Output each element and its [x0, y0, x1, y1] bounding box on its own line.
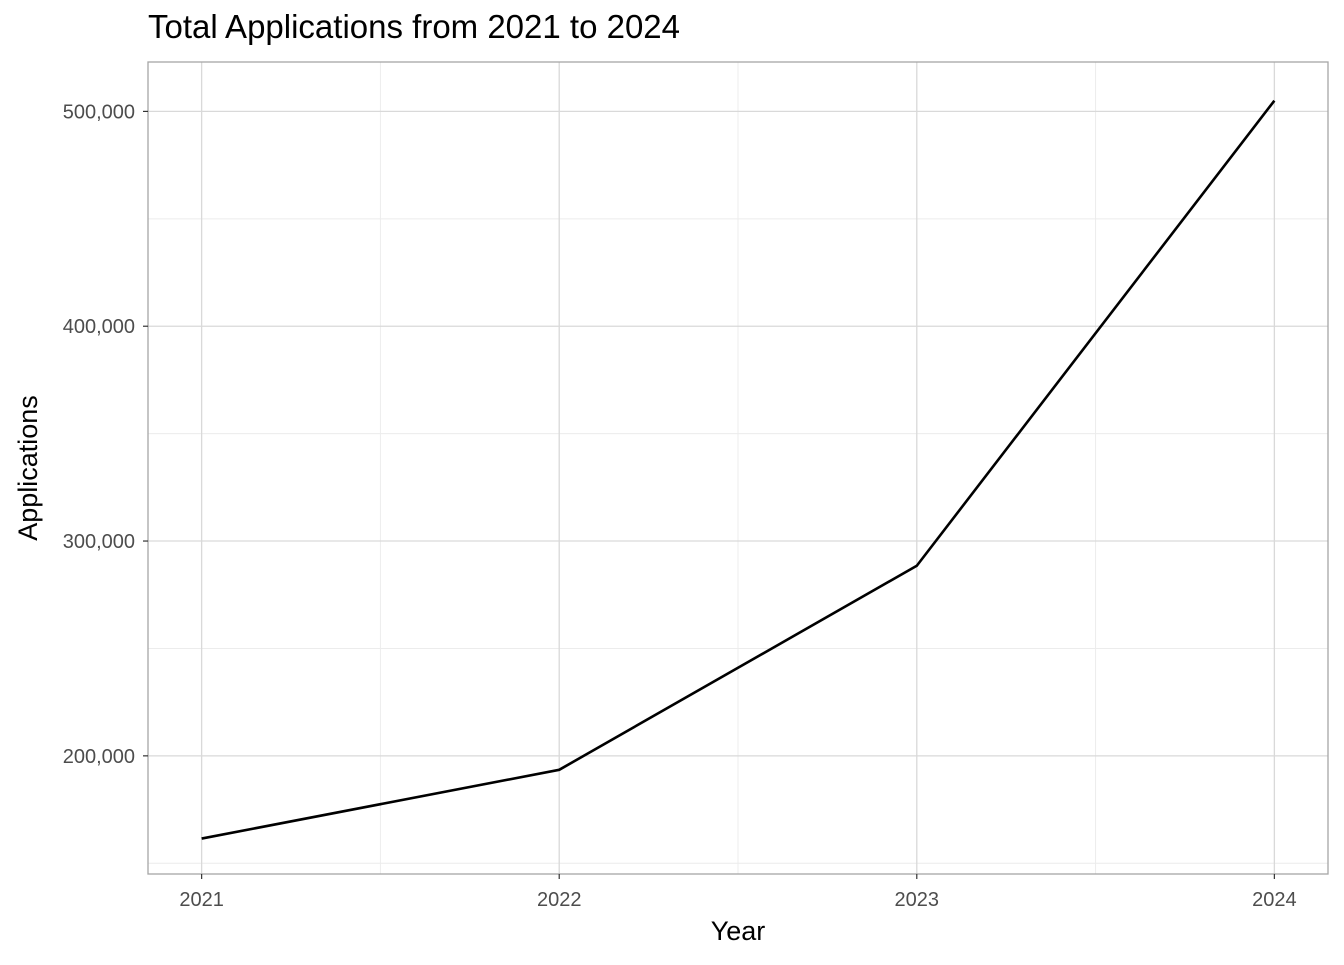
x-tick-label: 2024: [1252, 889, 1297, 911]
x-tick-label: 2021: [179, 889, 224, 911]
y-tick-label: 400,000: [63, 316, 135, 338]
x-tick-label: 2023: [895, 889, 940, 911]
y-tick-label: 300,000: [63, 531, 135, 553]
chart-title: Total Applications from 2021 to 2024: [148, 8, 680, 46]
y-tick-label: 200,000: [63, 746, 135, 768]
y-axis-title: Applications: [13, 395, 43, 541]
x-axis-title: Year: [711, 916, 766, 946]
y-tick-label: 500,000: [63, 101, 135, 123]
x-tick-label: 2022: [537, 889, 582, 911]
